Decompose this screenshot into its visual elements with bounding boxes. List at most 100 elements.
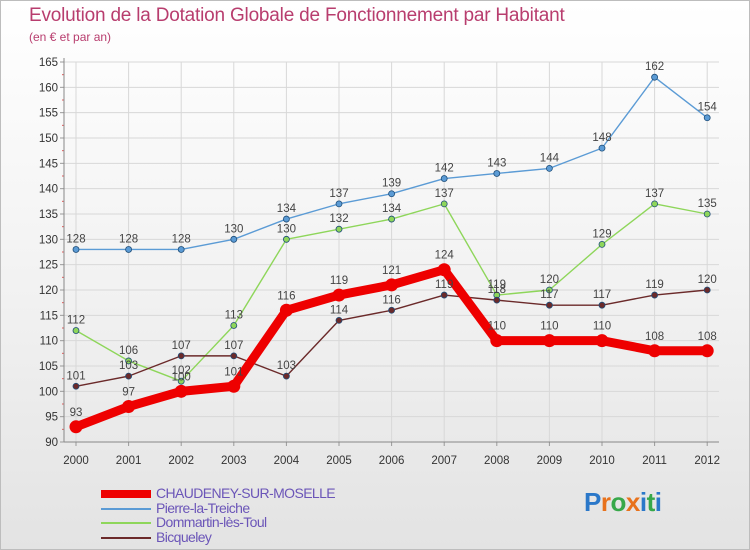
x-tick-label: 2007 bbox=[431, 455, 457, 467]
data-point bbox=[335, 316, 343, 324]
data-label: 103 bbox=[277, 360, 296, 372]
y-tick-label: 160 bbox=[39, 82, 58, 94]
data-label: 137 bbox=[329, 188, 348, 200]
data-label: 134 bbox=[382, 203, 402, 215]
data-point bbox=[385, 278, 399, 292]
data-point bbox=[332, 288, 346, 302]
x-tick-label: 2004 bbox=[274, 455, 300, 467]
legend-swatch bbox=[101, 507, 151, 510]
data-point bbox=[72, 246, 80, 253]
data-point bbox=[279, 303, 293, 317]
data-label: 119 bbox=[645, 279, 663, 291]
data-label: 110 bbox=[540, 321, 558, 333]
y-tick-label: 150 bbox=[39, 133, 58, 145]
x-tick-label: 2006 bbox=[379, 455, 405, 467]
data-label: 118 bbox=[488, 284, 506, 296]
logo-letter: t bbox=[646, 487, 656, 517]
data-point bbox=[440, 200, 448, 208]
data-point bbox=[174, 384, 188, 398]
axes: 90 95 100 105 110 115 120 125 130 135 140 145 150 155… bbox=[39, 57, 720, 467]
data-point bbox=[546, 301, 553, 309]
data-label: 162 bbox=[645, 61, 664, 73]
data-label: 110 bbox=[488, 321, 506, 333]
data-point bbox=[648, 344, 662, 358]
y-tick-label: 130 bbox=[39, 234, 58, 246]
data-label: 107 bbox=[224, 340, 243, 352]
data-labels: 128 128 128 130 134 137 139 142 143 144 148 162 154 1… bbox=[66, 61, 717, 419]
data-point bbox=[388, 190, 396, 198]
y-tick-label: 140 bbox=[39, 184, 58, 196]
series-dommartin-l-s-toul bbox=[72, 200, 711, 385]
data-point bbox=[440, 291, 448, 299]
legend-swatch bbox=[101, 490, 151, 498]
data-label: 114 bbox=[330, 304, 349, 316]
data-label: 117 bbox=[593, 289, 611, 301]
y-tick-label: 120 bbox=[39, 285, 58, 297]
data-point bbox=[651, 291, 658, 299]
data-point bbox=[230, 322, 238, 329]
x-tick-label: 2003 bbox=[221, 455, 247, 467]
data-label: 129 bbox=[592, 228, 611, 240]
logo-letter: i bbox=[654, 487, 662, 517]
legend-swatch bbox=[101, 522, 151, 524]
data-label: 120 bbox=[698, 274, 717, 286]
data-point bbox=[125, 372, 132, 380]
data-point bbox=[230, 235, 238, 243]
data-point bbox=[177, 246, 185, 253]
data-point bbox=[72, 327, 80, 334]
data-label: 130 bbox=[277, 223, 296, 235]
x-tick-label: 2010 bbox=[589, 455, 615, 467]
data-label: 110 bbox=[593, 321, 611, 333]
x-tick-label: 2005 bbox=[326, 455, 352, 467]
data-label: 128 bbox=[66, 233, 85, 245]
data-label: 107 bbox=[172, 340, 191, 352]
x-tick-label: 2011 bbox=[642, 455, 667, 467]
data-point bbox=[598, 240, 606, 248]
data-point bbox=[335, 200, 343, 208]
logo-letter: P bbox=[584, 487, 601, 517]
y-tick-label: 125 bbox=[39, 260, 58, 272]
data-point bbox=[437, 263, 451, 277]
legend-label: CHAUDENEY-SUR-MOSELLE bbox=[156, 485, 336, 501]
data-label: 121 bbox=[382, 265, 401, 277]
data-label: 120 bbox=[540, 274, 559, 286]
data-point bbox=[125, 357, 132, 365]
data-point bbox=[700, 344, 714, 358]
chart-subtitle: (en € et par an) bbox=[29, 30, 112, 44]
data-label: 134 bbox=[277, 203, 297, 215]
data-label: 100 bbox=[172, 371, 191, 383]
legend-swatch bbox=[101, 536, 151, 539]
legend-label: Bicqueley bbox=[156, 528, 212, 545]
data-point bbox=[493, 170, 501, 177]
data-label: 119 bbox=[435, 279, 453, 291]
data-point bbox=[542, 334, 556, 348]
data-point bbox=[122, 400, 136, 414]
data-point bbox=[72, 382, 80, 390]
legend-label: Pierre-la-Treiche bbox=[156, 499, 250, 516]
data-label: 137 bbox=[435, 188, 454, 200]
data-label: 135 bbox=[698, 198, 717, 210]
data-label: 103 bbox=[119, 360, 138, 372]
data-label: 113 bbox=[225, 309, 243, 321]
data-point bbox=[703, 210, 711, 218]
series-bicqueley bbox=[72, 286, 711, 390]
data-label: 143 bbox=[487, 157, 506, 169]
data-label: 108 bbox=[698, 331, 717, 343]
data-label: 148 bbox=[592, 132, 611, 144]
data-point bbox=[703, 114, 711, 122]
x-tick-label: 2001 bbox=[116, 455, 142, 467]
series-chaudeney-sur-moselle bbox=[69, 263, 714, 434]
data-label: 101 bbox=[66, 370, 85, 382]
data-point bbox=[177, 377, 185, 385]
x-tick-label: 2008 bbox=[484, 455, 510, 467]
data-label: 116 bbox=[277, 290, 295, 302]
data-label: 154 bbox=[698, 102, 718, 114]
logo-letter: i bbox=[639, 487, 647, 517]
data-label: 117 bbox=[540, 289, 558, 301]
x-tick-label: 2009 bbox=[537, 455, 563, 467]
data-point bbox=[598, 144, 606, 152]
data-point bbox=[388, 215, 396, 223]
data-point bbox=[546, 164, 553, 172]
data-point bbox=[703, 286, 711, 294]
